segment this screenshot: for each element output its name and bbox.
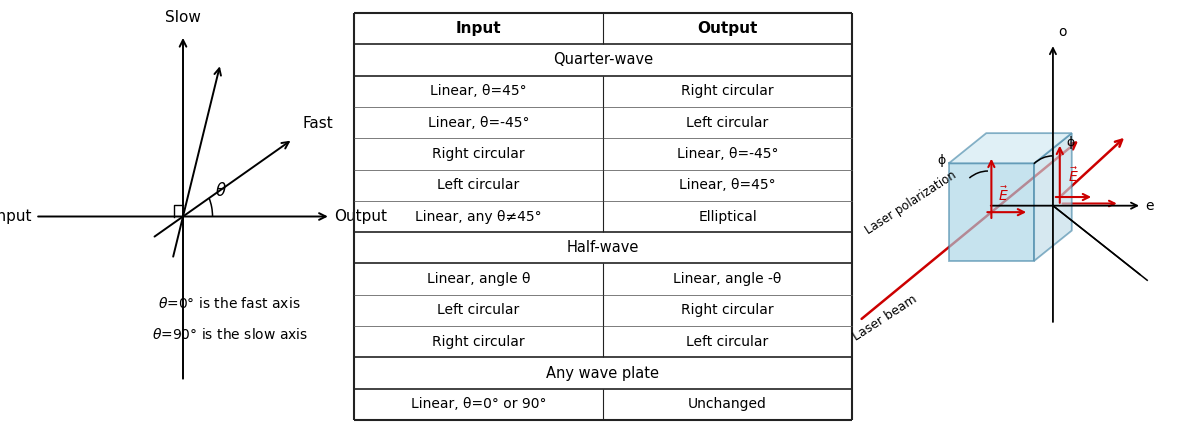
Text: θ: θ	[215, 182, 226, 200]
Text: e: e	[1145, 199, 1153, 213]
Text: $\theta$=90° is the slow axis: $\theta$=90° is the slow axis	[151, 326, 307, 342]
Text: Output: Output	[697, 21, 757, 36]
Text: Quarter-wave: Quarter-wave	[553, 52, 653, 68]
Text: Right circular: Right circular	[432, 147, 524, 161]
Polygon shape	[949, 133, 1072, 163]
Text: $\vec{E}$: $\vec{E}$	[1068, 166, 1079, 185]
Text: Laser polarization: Laser polarization	[863, 168, 959, 237]
Text: Linear, angle -θ: Linear, angle -θ	[673, 272, 781, 286]
Text: Half-wave: Half-wave	[566, 240, 640, 255]
Text: Right circular: Right circular	[682, 84, 774, 98]
Text: Left circular: Left circular	[437, 304, 520, 317]
Text: Linear, angle θ: Linear, angle θ	[427, 272, 530, 286]
Text: Unchanged: Unchanged	[688, 397, 767, 411]
Text: Left circular: Left circular	[686, 335, 769, 349]
Text: Slow: Slow	[166, 10, 200, 25]
Text: ϕ: ϕ	[937, 154, 946, 167]
Text: o: o	[1058, 25, 1067, 39]
Text: Linear, θ=-45°: Linear, θ=-45°	[677, 147, 779, 161]
Text: Any wave plate: Any wave plate	[546, 365, 660, 381]
Polygon shape	[949, 163, 1034, 261]
Text: Laser beam: Laser beam	[851, 293, 919, 344]
Text: Left circular: Left circular	[686, 116, 769, 129]
Polygon shape	[1034, 133, 1072, 261]
Text: Linear, θ=-45°: Linear, θ=-45°	[427, 116, 529, 129]
Text: Linear, θ=0° or 90°: Linear, θ=0° or 90°	[410, 397, 546, 411]
Text: Linear, θ=45°: Linear, θ=45°	[679, 178, 776, 192]
Text: Right circular: Right circular	[682, 304, 774, 317]
Text: Linear, any θ≠45°: Linear, any θ≠45°	[415, 210, 542, 223]
Text: Elliptical: Elliptical	[698, 210, 757, 223]
Text: Fast: Fast	[302, 116, 332, 131]
Text: Input: Input	[456, 21, 502, 36]
Text: Output: Output	[334, 209, 386, 224]
Text: Linear, θ=45°: Linear, θ=45°	[430, 84, 527, 98]
Text: $\theta$=0° is the fast axis: $\theta$=0° is the fast axis	[158, 296, 301, 310]
Text: Right circular: Right circular	[432, 335, 524, 349]
Text: Left circular: Left circular	[437, 178, 520, 192]
Text: $\vec{E}$: $\vec{E}$	[998, 185, 1009, 204]
Text: ϕ: ϕ	[1067, 136, 1075, 149]
Text: Input: Input	[0, 209, 32, 224]
